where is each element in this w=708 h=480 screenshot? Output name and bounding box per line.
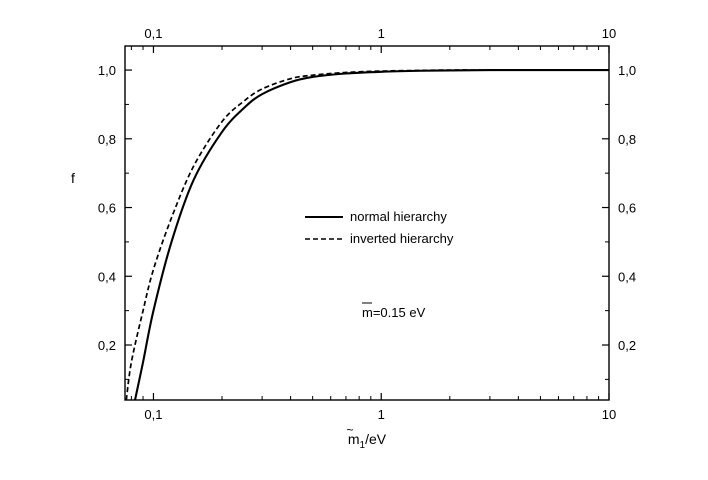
x-tick-label-bottom: 10 [602,407,616,422]
y-axis-label: f [71,170,75,186]
y-tick-label-right: 1,0 [618,63,636,78]
annotation-value: =0.15 eV [373,305,426,320]
y-tick-label-left: 1,0 [98,63,116,78]
annotation: m=0.15 eV [362,302,426,320]
y-tick-label-right: 0,6 [618,201,636,216]
y-tick-label-right: 0,8 [618,132,636,147]
x-tick-label-top: 10 [602,26,616,41]
x-tick-label-bottom: 1 [378,407,385,422]
legend-label-normal: normal hierarchy [350,209,447,224]
y-tick-label-left: 0,2 [98,338,116,353]
x-axis-label-symbol: m [348,431,360,447]
x-axis-label-subscript: 1 [360,440,366,451]
x-tick-label-top: 0,1 [144,26,162,41]
legend-label-inverted: inverted hierarchy [350,231,454,246]
series-layer [125,68,609,400]
svg-text:m=0.15 eV: m=0.15 eV [362,305,426,320]
plot-frame [124,45,610,401]
x-axis-label: m1/eV [348,431,387,451]
tick-marks [125,46,610,400]
tick-labels: 0,1 0,1 1 1 10 10 0,2 0,2 0,4 0,4 0,6 0,6 0,8 0,8 1,0 1… [98,26,636,422]
x-axis-label-unit: /eV [365,431,387,447]
y-tick-label-left: 0,8 [98,132,116,147]
annotation-symbol: m [362,305,373,320]
y-tick-label-left: 0,6 [98,201,116,216]
x-axis-label-tilde: ~ [346,423,353,437]
x-tick-label-top: 1 [378,26,385,41]
legend: normal hierarchy inverted hierarchy [305,209,454,246]
y-tick-label-right: 0,2 [618,338,636,353]
x-tick-label-bottom: 0,1 [144,407,162,422]
y-tick-label-right: 0,4 [618,269,636,284]
svg-text:m1/eV: m1/eV [348,431,387,451]
series-line-inverted-hierarchy [125,69,609,400]
y-tick-label-left: 0,4 [98,269,116,284]
